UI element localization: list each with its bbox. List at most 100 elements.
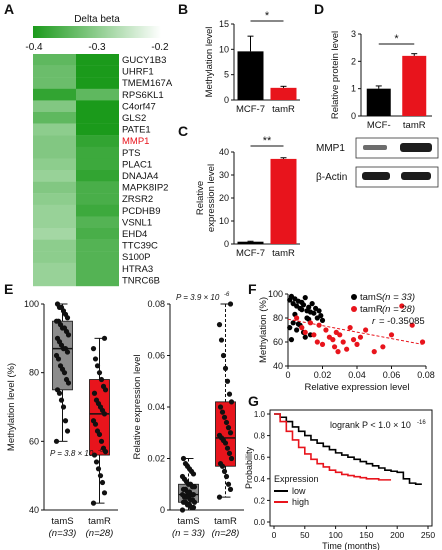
y-tick-label: 1.0 — [254, 410, 266, 419]
heatmap-cell — [33, 54, 76, 66]
y-tick-label: 10 — [219, 216, 229, 226]
data-point — [222, 365, 229, 371]
legend-label: high — [292, 497, 309, 507]
x-tick-label: 0.02 — [314, 370, 332, 380]
legend-n-label: (n = 28) — [382, 304, 415, 315]
blot-band-actin-mcf7 — [362, 172, 390, 180]
data-point — [299, 325, 305, 331]
data-point — [90, 346, 97, 352]
heatmap-legend-title: Delta beta — [74, 14, 120, 25]
panel-label-f: F — [248, 281, 257, 297]
data-point — [223, 419, 230, 426]
data-point — [90, 500, 97, 506]
x-tick-label: tamS — [51, 516, 73, 527]
data-point — [94, 363, 101, 369]
data-point — [227, 486, 234, 492]
heatmap-cell — [76, 88, 119, 101]
blot-band-mmp1-mcf7 — [363, 145, 387, 150]
logrank-annotation: logrank P < 1.0 × 10 — [330, 420, 411, 430]
significance-marker: * — [265, 10, 270, 22]
heatmap-cell — [76, 54, 119, 66]
y-tick-label: 0.04 — [147, 402, 165, 412]
heatmap-cell — [33, 216, 76, 229]
legend-tick-max: -0.2 — [151, 42, 169, 53]
data-point — [331, 344, 338, 350]
heatmap-cell — [33, 112, 76, 124]
data-point — [63, 376, 70, 383]
blot-band-actin-tamr — [401, 172, 431, 180]
data-point — [221, 414, 228, 420]
data-point — [228, 399, 235, 405]
data-point — [94, 428, 101, 434]
x-tick-label: MCF-7 — [236, 248, 265, 259]
x-tick-label: 50 — [300, 530, 310, 540]
heatmap-cell — [76, 274, 119, 287]
y-tick-label: 80 — [273, 313, 283, 323]
data-point — [98, 438, 105, 444]
p-value-exponent: -6 — [224, 292, 230, 298]
data-point — [182, 461, 189, 467]
y-tick-label: 2 — [351, 56, 356, 66]
bar — [270, 158, 297, 244]
data-point — [311, 310, 317, 316]
data-point — [62, 418, 69, 424]
heatmap-cell — [76, 193, 119, 205]
heatmap-cell — [33, 181, 76, 194]
data-point — [101, 490, 108, 496]
data-point — [371, 349, 377, 355]
heatmap-gene-label: PTS — [122, 148, 140, 159]
data-point — [318, 313, 324, 319]
heatmap-cell — [33, 77, 76, 89]
y-axis-label: Methylation level (%) — [6, 363, 17, 451]
p-value-exponent: -6 — [98, 448, 104, 454]
heatmap-gene-label: UHRF1 — [122, 67, 154, 78]
data-point — [399, 303, 405, 309]
logrank-exponent: -16 — [417, 420, 426, 426]
heatmap-cell — [76, 170, 119, 182]
data-point — [302, 329, 308, 335]
heatmap-cell — [76, 216, 119, 229]
y-tick-label: 3 — [351, 29, 356, 39]
panel-label-a: A — [4, 1, 14, 17]
bar — [366, 88, 391, 116]
heatmap-gene-label: PLAC1 — [122, 159, 152, 170]
panel-label-b: B — [178, 1, 188, 17]
data-point — [306, 304, 312, 310]
y-axis-label: Relative expression level — [132, 354, 143, 459]
data-point — [99, 479, 106, 486]
heatmap-gene-label: EHD4 — [122, 229, 147, 240]
y-tick-label: 40 — [273, 361, 283, 371]
legend-marker — [351, 294, 357, 300]
data-point — [335, 349, 341, 355]
data-point — [90, 418, 97, 424]
panel-label-d: D — [314, 1, 324, 17]
p-value-label: P = 3.8 × 10 — [50, 449, 94, 458]
data-point — [319, 341, 326, 347]
data-point — [223, 473, 230, 480]
x-axis-label: Relative expression level — [304, 382, 409, 393]
x-tick-sublabel: (n = 33) — [172, 528, 205, 539]
heatmap-cell — [33, 239, 76, 252]
data-point — [92, 356, 99, 362]
data-point — [179, 491, 186, 498]
data-point — [225, 481, 232, 487]
y-axis-label: expression level — [206, 164, 217, 232]
bar — [237, 51, 264, 100]
heatmap-gene-label: HTRA3 — [122, 264, 153, 275]
survival-curve — [274, 413, 422, 485]
data-point — [295, 321, 301, 327]
legend-n-label: (n = 33) — [382, 292, 415, 303]
heatmap-gene-label: PCDHB9 — [122, 206, 161, 217]
panel-b-bar-chart: 0 5 10 15 MCF-7 tamR * Methylation level — [204, 10, 300, 115]
heatmap-cell — [33, 146, 76, 159]
data-point — [290, 320, 296, 326]
y-tick-label: 0.8 — [254, 432, 266, 441]
data-point — [180, 486, 187, 492]
heatmap-cell — [76, 135, 119, 147]
y-tick-label: 60 — [29, 436, 39, 446]
y-tick-label: 60 — [273, 337, 283, 347]
data-point — [316, 308, 322, 314]
trend-line — [287, 318, 423, 345]
significance-marker: ** — [263, 135, 272, 147]
x-tick-label: 0 — [272, 530, 277, 540]
